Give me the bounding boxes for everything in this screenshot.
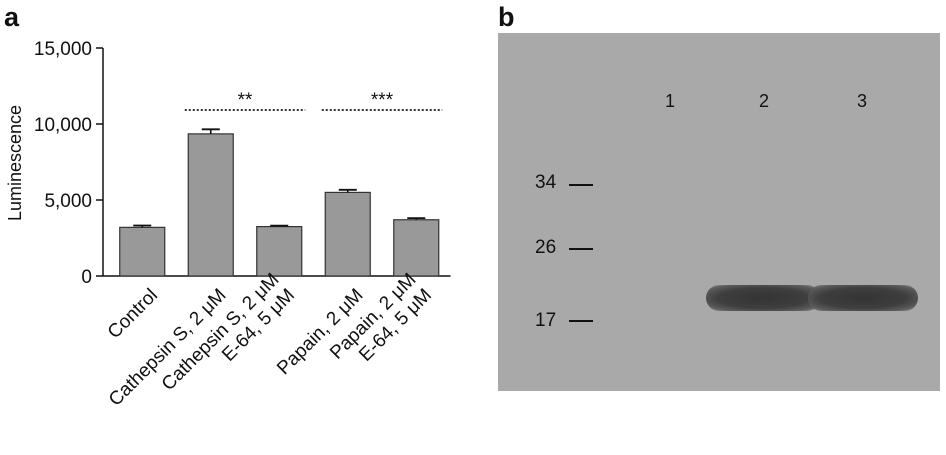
marker-26-tick xyxy=(569,248,593,250)
lane-label-1: 1 xyxy=(664,91,676,111)
band-lane-3 xyxy=(808,285,918,311)
marker-34-tick xyxy=(569,184,593,186)
significance-label: ** xyxy=(238,90,253,111)
band-lane-2 xyxy=(706,285,820,311)
y-tick-label: 15,000 xyxy=(34,39,92,60)
marker-17-label: 17 xyxy=(535,310,557,331)
y-axis-title: Luminescence xyxy=(5,105,25,221)
significance-markers: ** *** xyxy=(184,90,443,111)
marker-17-tick xyxy=(569,320,593,322)
marker-26-label: 26 xyxy=(535,237,557,258)
bar xyxy=(393,219,440,277)
y-tick-label: 5,000 xyxy=(44,191,92,212)
western-blot: 1 2 3 34 26 17 xyxy=(498,33,940,391)
y-tick-label: 10,000 xyxy=(34,115,92,136)
y-tick-label: 0 xyxy=(81,267,92,288)
x-tick-label-line: Control xyxy=(104,285,162,343)
significance-label: *** xyxy=(371,90,394,111)
marker-34-label: 34 xyxy=(535,172,557,193)
lane-label-2: 2 xyxy=(758,91,770,111)
panel-b-letter: b xyxy=(498,2,515,32)
bar xyxy=(324,191,371,277)
bars xyxy=(119,133,440,277)
bar xyxy=(256,226,303,277)
y-axis: 0 5,000 10,000 15,000 xyxy=(34,39,104,288)
error-bars xyxy=(133,128,426,228)
panel-a-letter: a xyxy=(4,2,20,32)
bar xyxy=(187,133,234,277)
bar xyxy=(119,226,166,277)
lane-label-3: 3 xyxy=(856,91,868,111)
x-tick-label: Control xyxy=(104,285,162,343)
